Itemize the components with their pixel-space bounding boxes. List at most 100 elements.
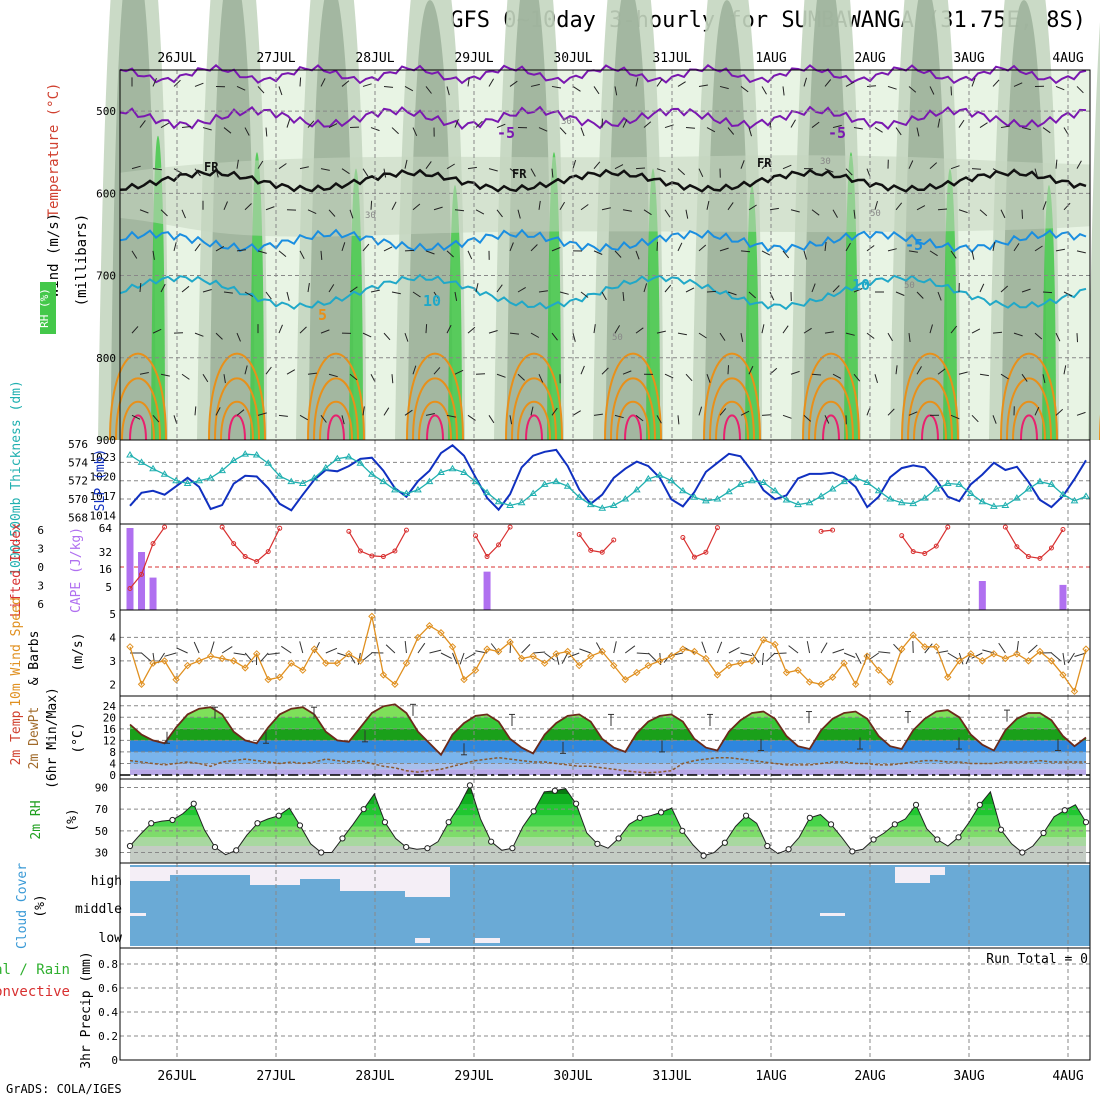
wind-speed-point bbox=[322, 659, 330, 667]
wind-barb bbox=[719, 247, 729, 252]
wind-barb bbox=[202, 289, 212, 293]
wind-barb bbox=[517, 209, 521, 219]
wind-barb bbox=[517, 373, 525, 381]
wind-barb bbox=[580, 365, 585, 375]
li-point bbox=[1048, 545, 1054, 551]
wind-barb bbox=[236, 332, 241, 342]
wind-barb bbox=[509, 415, 513, 425]
wind-barb bbox=[160, 209, 168, 217]
wind-barb bbox=[664, 284, 672, 293]
date-label-bottom: 1AUG bbox=[755, 1069, 786, 1084]
temp-tick-label: 12 bbox=[103, 734, 116, 747]
thickness-point bbox=[425, 477, 434, 485]
surface-wind-barb bbox=[774, 652, 787, 655]
wind-barb bbox=[1076, 160, 1082, 169]
wind-speed-point bbox=[1013, 650, 1021, 658]
credit-label: GrADS: COLA/IGES bbox=[6, 1082, 122, 1096]
wind-barb bbox=[887, 85, 897, 90]
li-line bbox=[578, 534, 615, 553]
thickness-point bbox=[287, 477, 296, 485]
wind-barb bbox=[551, 247, 561, 252]
wind-barb bbox=[265, 206, 275, 211]
wind-barb bbox=[152, 328, 162, 334]
slp-tick-label: 1014 bbox=[90, 510, 117, 523]
thickness-point bbox=[206, 473, 215, 481]
date-label-bottom: 27JUL bbox=[256, 1069, 295, 1084]
temp-tick-label: 8 bbox=[109, 746, 116, 759]
thickness-point bbox=[943, 479, 952, 486]
precip-tick-label: 0.2 bbox=[98, 1030, 118, 1043]
thickness-point bbox=[575, 493, 584, 500]
wind-speed-point bbox=[886, 678, 894, 686]
wind-speed-point bbox=[183, 661, 192, 670]
contour-label: 5 bbox=[318, 306, 327, 324]
li-point bbox=[1014, 544, 1020, 550]
wind-barb bbox=[971, 77, 976, 87]
thickness-point bbox=[149, 464, 157, 472]
wind-speed-point bbox=[448, 643, 457, 651]
wind-barb bbox=[866, 332, 875, 339]
surface-wind-barb bbox=[728, 646, 740, 654]
wind-barb bbox=[782, 325, 789, 334]
wind-barb bbox=[244, 127, 250, 136]
isotherm-10 bbox=[119, 273, 1087, 311]
thickness-point bbox=[759, 478, 768, 486]
wind-barb bbox=[1034, 245, 1043, 252]
wind-barb bbox=[908, 411, 918, 416]
wind-barb bbox=[278, 414, 288, 417]
wind-barb bbox=[824, 415, 830, 424]
wind-barb bbox=[328, 284, 335, 293]
wind-barb bbox=[131, 326, 139, 334]
precip-tick-label: 0.8 bbox=[98, 958, 118, 971]
surface-wind-barb bbox=[176, 647, 188, 654]
wind-barb bbox=[950, 325, 958, 334]
li-line bbox=[129, 526, 166, 589]
wind-speed-point bbox=[276, 673, 284, 681]
surface-wind-barb bbox=[1067, 652, 1075, 664]
wind-barb bbox=[320, 415, 327, 423]
cape-bar bbox=[126, 528, 134, 610]
rh-tick-label: 50 bbox=[95, 825, 108, 838]
cloud-label: Cloud Cover bbox=[15, 863, 30, 949]
wind-barb bbox=[685, 127, 696, 129]
rh-point bbox=[403, 843, 410, 851]
wind-barb bbox=[412, 203, 421, 211]
thickness-point bbox=[552, 477, 561, 485]
wind-barb bbox=[412, 291, 421, 298]
wind-barb bbox=[866, 85, 877, 87]
thickness-point bbox=[563, 482, 572, 489]
li-line bbox=[1004, 526, 1064, 560]
wind-speed-point bbox=[1070, 687, 1079, 696]
date-label-top: 1AUG bbox=[755, 51, 786, 66]
surface-wind-barb bbox=[740, 652, 753, 657]
wind-barb bbox=[551, 332, 558, 341]
wind-barb bbox=[727, 202, 734, 211]
wind-barb bbox=[727, 291, 737, 296]
slp-line bbox=[129, 444, 1087, 512]
thickness-point bbox=[621, 495, 630, 502]
date-label-bottom: 4AUG bbox=[1052, 1069, 1083, 1084]
low-cloud bbox=[475, 938, 500, 943]
wind-barb bbox=[601, 291, 607, 301]
wind-speed-point bbox=[863, 652, 871, 660]
surface-wind-barb bbox=[233, 652, 246, 656]
wind-barb bbox=[635, 250, 640, 260]
rh-point bbox=[912, 801, 920, 808]
wind-speed-point bbox=[402, 659, 411, 667]
wind-barb bbox=[433, 206, 443, 211]
wind-barb bbox=[790, 209, 800, 213]
precip-panel bbox=[120, 948, 1090, 1060]
rh-point bbox=[806, 814, 813, 821]
cloud-level-label: middle bbox=[75, 902, 122, 917]
wind-speed-point bbox=[264, 675, 272, 684]
wind-barb bbox=[509, 80, 518, 87]
wind-barb bbox=[845, 168, 853, 176]
wind-barb bbox=[719, 408, 727, 416]
dewpt-label: 2m DewPt bbox=[27, 707, 42, 770]
rh-point bbox=[360, 806, 367, 813]
wind-barb bbox=[916, 205, 926, 211]
li-point bbox=[484, 554, 490, 560]
wind-speed-point bbox=[575, 661, 583, 670]
wind-barb bbox=[853, 288, 863, 293]
